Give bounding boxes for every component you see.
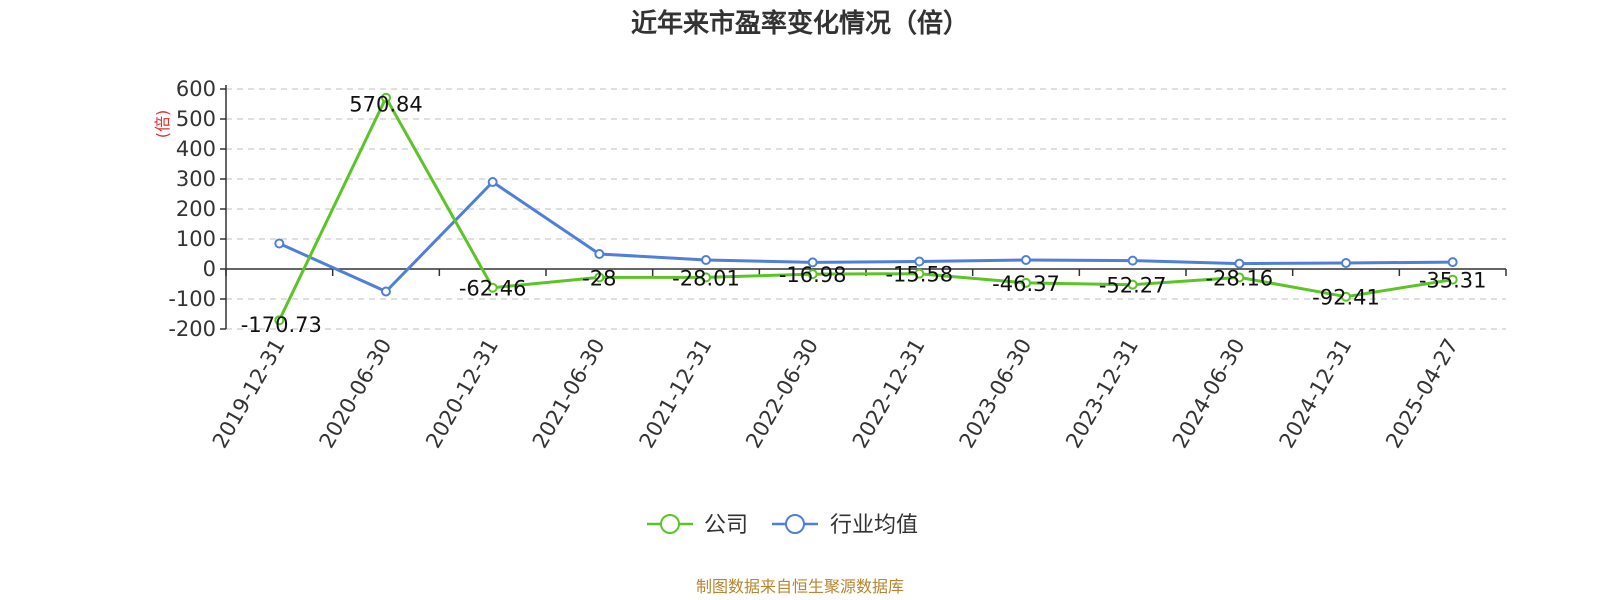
data-label: -16.98	[779, 263, 847, 287]
data-point	[594, 272, 605, 283]
data-point	[1127, 255, 1138, 266]
chart-title: 近年来市盈率变化情况（倍）	[631, 8, 969, 39]
data-point	[594, 249, 605, 259]
y-tick-label: 200	[176, 197, 216, 221]
data-point	[274, 238, 285, 249]
data-label: -46.37	[992, 272, 1060, 296]
data-point	[1447, 274, 1458, 285]
data-point	[1234, 272, 1245, 283]
gridlines	[226, 88, 1506, 330]
data-point	[701, 272, 711, 283]
legend[interactable]: 公司 行业均值	[647, 513, 918, 538]
data-point	[1447, 257, 1458, 268]
x-tick-label: 2023-06-30	[955, 335, 1037, 453]
legend-item-industry[interactable]: 行业均值	[772, 513, 918, 538]
data-point	[914, 268, 925, 279]
data-point	[701, 255, 711, 265]
y-tick-label: 300	[176, 167, 216, 191]
x-tick-label: 2024-12-31	[1275, 335, 1357, 453]
legend-marker	[785, 514, 805, 534]
data-point	[807, 257, 818, 268]
data-point	[274, 315, 285, 326]
data-point	[1341, 291, 1351, 302]
data-point	[1127, 279, 1138, 290]
series-line-company	[277, 96, 1453, 321]
data-point	[1234, 258, 1245, 269]
data-label: -28.01	[672, 266, 740, 290]
data-label: 570.84	[349, 93, 422, 117]
data-point	[381, 286, 391, 297]
y-tick-label: -200	[168, 317, 216, 341]
x-tick-label: 2021-06-30	[528, 335, 610, 453]
data-point	[914, 256, 925, 267]
legend-label: 行业均值	[830, 513, 918, 538]
data-label: -35.31	[1419, 269, 1487, 293]
y-tick-label: 500	[176, 107, 216, 131]
x-tick-label: 2025-04-27	[1381, 335, 1463, 453]
x-tick-label: 2022-12-31	[848, 334, 930, 452]
y-tick-label: 100	[176, 227, 216, 251]
y-tick-label: 600	[176, 77, 216, 101]
y-tick-label: 0	[203, 257, 216, 281]
series-line-industry	[278, 180, 1453, 293]
data-source-note: 制图数据来自恒生聚源数据库	[696, 577, 904, 596]
legend-marker	[660, 514, 680, 534]
data-labels: -170.73 570.84 -62.46 -28 -28.01 -16.98 -15.58…	[241, 93, 1487, 337]
data-label: -62.46	[459, 277, 527, 301]
data-point	[1021, 255, 1031, 265]
legend-item-company[interactable]: 公司	[647, 513, 748, 538]
data-label: -52.27	[1099, 274, 1167, 298]
x-tick-label: 2023-12-31	[1061, 335, 1143, 453]
y-tick-label: 400	[176, 137, 216, 161]
x-tick-label: 2024-06-30	[1168, 335, 1250, 453]
data-point	[487, 282, 498, 293]
data-label: -28.16	[1205, 266, 1273, 290]
x-tick-label: 2021-12-31	[635, 335, 717, 453]
legend-label: 公司	[704, 513, 748, 538]
data-label: -15.58	[885, 263, 953, 287]
data-point	[487, 177, 498, 187]
series-layer	[274, 92, 1458, 326]
x-tick-label: 2020-06-30	[315, 335, 397, 453]
x-tick-label: 2020-12-31	[421, 334, 503, 452]
data-point	[381, 92, 391, 103]
data-point	[1341, 258, 1351, 268]
data-label: -92.41	[1312, 286, 1380, 310]
y-axis-unit-label: (倍)	[153, 110, 172, 139]
x-tick-label: 2019-12-31	[208, 335, 290, 453]
y-tick-label: -100	[168, 287, 216, 311]
data-point	[807, 269, 818, 280]
x-tick-label: 2022-06-30	[741, 335, 823, 453]
data-label: -28	[582, 266, 616, 290]
y-axis-ticks: -200 -100 0 100 200 300 400 500 600	[168, 77, 226, 341]
data-point	[1021, 277, 1031, 288]
data-label: -170.73	[241, 313, 322, 337]
